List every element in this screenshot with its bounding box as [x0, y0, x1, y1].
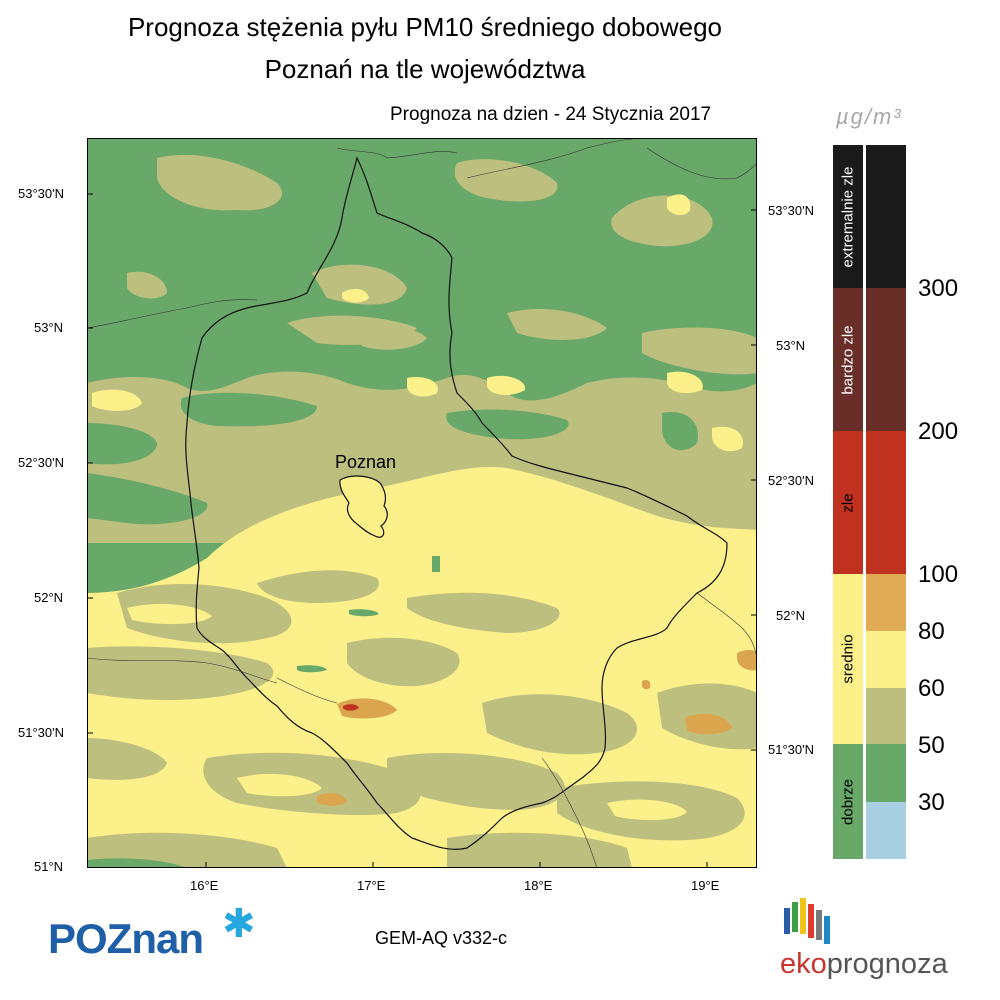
- lat-label-right: 52°30'N: [768, 473, 814, 488]
- chart-title: Prognoza stężenia pyłu PM10 średniego do…: [127, 12, 723, 42]
- lat-label-left: 52°30'N: [18, 455, 64, 470]
- scale-label: 30: [918, 789, 945, 816]
- lat-label-right: 53°30'N: [768, 203, 814, 218]
- zone-moderate-high-south-spots: [127, 603, 687, 821]
- city-logo: POZnan ✱: [48, 902, 256, 962]
- ekoprognoza-bars-icon: [784, 898, 830, 944]
- legend-category-bad: zle: [833, 431, 863, 574]
- map-frame: [87, 138, 757, 868]
- country-border: [87, 138, 757, 868]
- scale-label: 50: [918, 732, 945, 759]
- scale-label: 200: [918, 418, 959, 445]
- legend-category-extremely-bad: extremalnie zle: [833, 145, 863, 288]
- scale-swatch: [866, 802, 906, 859]
- zone-elevated: [317, 649, 757, 806]
- forecast-date: Prognoza na dzien - 24 Stycznia 2017: [390, 104, 712, 125]
- lat-label-left: 52°N: [34, 590, 64, 605]
- zone-moderate-high-middle-spots: [92, 371, 743, 452]
- legend-category-very-bad: bardzo zle: [833, 288, 863, 431]
- lat-label-right: 51°30'N: [768, 742, 814, 757]
- lon-label: 17°E: [357, 878, 386, 893]
- lat-label-right: 53°N: [776, 338, 806, 353]
- zone-good-middle-islands: [87, 392, 698, 525]
- chart-subtitle: Poznań na tle województwa: [264, 54, 586, 84]
- lat-label-left: 51°N: [34, 859, 64, 874]
- lon-label: 18°E: [524, 878, 553, 893]
- scale-swatch: [866, 431, 906, 574]
- city-boundary: [339, 475, 388, 538]
- lat-label-right: 52°N: [776, 608, 806, 623]
- zone-good-south-islands: [87, 556, 440, 868]
- ekoprognoza-logo: ekoprognoza: [780, 948, 948, 980]
- lon-label: 16°E: [190, 878, 219, 893]
- scale-swatch: [866, 688, 906, 744]
- asterisk-icon: ✱: [222, 902, 256, 946]
- lon-label: 19°E: [691, 878, 720, 893]
- zone-bad: [343, 704, 359, 711]
- lat-label-left: 51°30'N: [18, 725, 64, 740]
- scale-label: 80: [918, 618, 945, 645]
- lat-label-left: 53°30'N: [18, 186, 64, 201]
- scale-swatch: [866, 574, 906, 631]
- model-label: GEM-AQ v332-c: [375, 928, 508, 948]
- legend-category-moderate: srednio: [833, 574, 863, 744]
- scale-swatch: [866, 145, 906, 288]
- scale-label: 300: [918, 275, 959, 302]
- forecast-map: Poznan: [87, 138, 757, 868]
- zone-moderate-high-north: [342, 194, 691, 303]
- legend-category-good: dobrze: [833, 744, 863, 859]
- scale-swatch: [866, 744, 906, 802]
- scale-label: 60: [918, 675, 945, 702]
- voivodeship-border: [185, 156, 728, 850]
- scale-swatch: [866, 288, 906, 431]
- zone-moderate-low-north: [127, 154, 757, 375]
- city-label: Poznan: [335, 452, 396, 472]
- legend-unit: µg/m³: [836, 104, 903, 129]
- scale-label: 100: [918, 561, 959, 588]
- lat-label-left: 53°N: [34, 320, 64, 335]
- scale-swatch: [866, 631, 906, 688]
